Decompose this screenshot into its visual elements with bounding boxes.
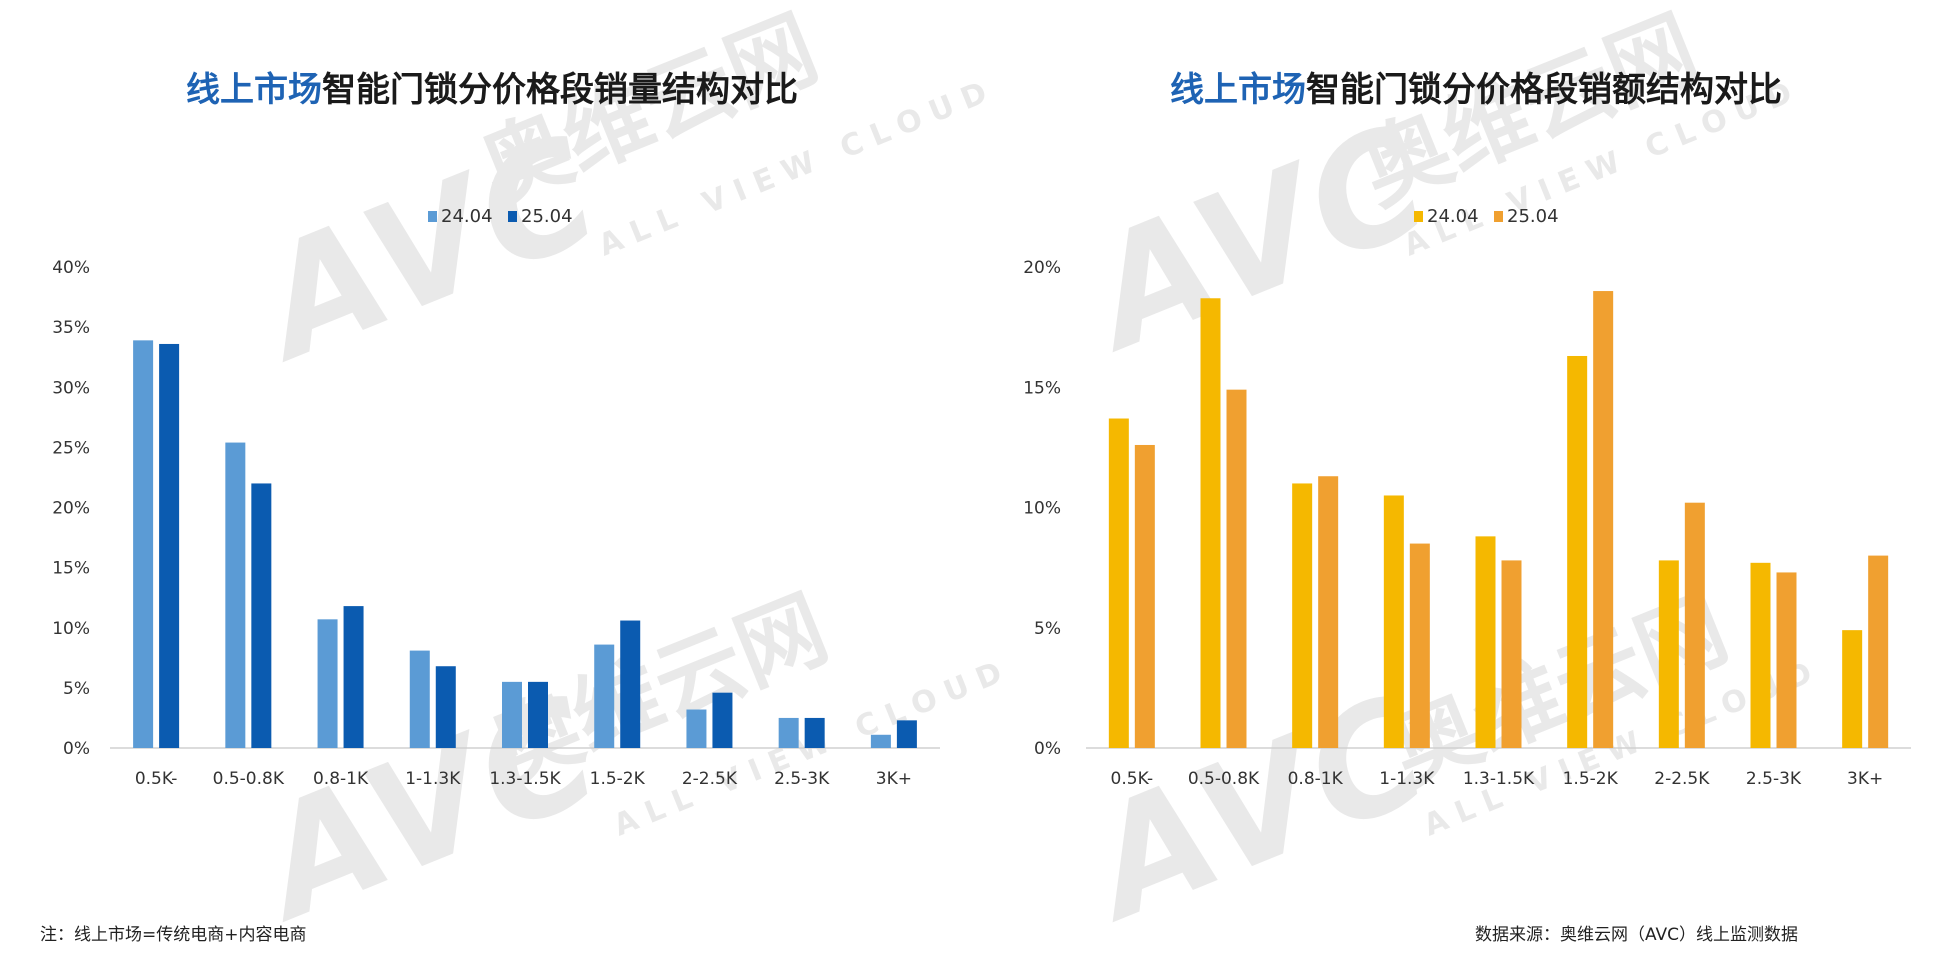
bar-25-04 [1593, 291, 1614, 748]
bar-24-04 [1108, 418, 1129, 748]
x-tick-label: 0.5-0.8K [1188, 769, 1260, 789]
x-tick-label: 1.5-2K [590, 769, 646, 789]
chart-title-rest: 智能门锁分价格段销额结构对比 [1306, 70, 1782, 110]
bar-25-04 [1868, 555, 1889, 748]
bar-24-04 [686, 709, 707, 748]
x-tick-label: 3K+ [876, 769, 912, 789]
sales-bar-chart: 0% 5% 10% 15% 20% 0.5K- 0.5-0.8K 0.8-1K 1-1.3K 1.… [1023, 206, 1911, 789]
bar-25-04 [896, 720, 917, 748]
chart-title-highlight: 线上市场 [1170, 70, 1306, 110]
legend-label-25-04: 25.04 [521, 206, 573, 227]
y-tick-label: 5% [1034, 619, 1061, 639]
bar-25-04 [712, 692, 733, 748]
bar-24-04 [317, 619, 338, 748]
x-tick-label: 2-2.5K [1654, 769, 1710, 789]
volume-bar-chart: 0% 5% 10% 15% 20% 25% 30% 35% 40% 0.5K- 0.5-0.8K 0.… [52, 206, 940, 789]
x-tick-label: 1-1.3K [1379, 769, 1435, 789]
bar-25-04 [620, 620, 641, 748]
bar-25-04 [1134, 444, 1155, 748]
x-tick-label: 1-1.3K [405, 769, 461, 789]
bar-24-04 [1200, 298, 1221, 748]
bar-25-04 [804, 717, 825, 748]
bar-25-04 [435, 666, 456, 748]
bar-24-04 [225, 442, 246, 748]
bar-24-04 [133, 340, 154, 748]
x-tick-label: 0.5K- [1111, 769, 1154, 789]
legend-label-25-04: 25.04 [1507, 206, 1559, 227]
bar-25-04 [1684, 502, 1705, 748]
x-tick-label: 0.5K- [135, 769, 178, 789]
legend-swatch-24-04 [1414, 211, 1423, 222]
y-tick-label: 0% [63, 739, 90, 759]
bar-24-04 [502, 681, 522, 748]
y-tick-label: 35% [52, 318, 90, 338]
bar-24-04 [1383, 495, 1404, 748]
chart-title-volume: 线上市场智能门锁分价格段销量结构对比 [186, 62, 798, 111]
bar-24-04 [594, 644, 615, 748]
x-tick-label: 0.8-1K [313, 769, 369, 789]
x-tick-label: 1.3-1.5K [1463, 769, 1535, 789]
bar-24-04 [778, 717, 799, 748]
x-tick-label: 0.5-0.8K [213, 769, 285, 789]
x-tick-label: 2.5-3K [1746, 769, 1802, 789]
chart-title-highlight: 线上市场 [186, 70, 322, 110]
y-tick-label: 20% [1023, 258, 1061, 278]
bar-25-04 [1409, 543, 1430, 748]
bar-24-04 [1475, 536, 1496, 748]
x-tick-label: 0.8-1K [1288, 769, 1344, 789]
y-tick-label: 40% [52, 258, 90, 278]
y-tick-label: 20% [52, 499, 90, 519]
x-tick-label: 2.5-3K [774, 769, 830, 789]
y-tick-label: 30% [52, 378, 90, 398]
bar-24-04 [1658, 560, 1679, 748]
chart-title-sales: 线上市场智能门锁分价格段销额结构对比 [1170, 62, 1782, 111]
data-source: 数据来源：奥维云网（AVC）线上监测数据 [1475, 925, 1799, 945]
bar-24-04 [409, 650, 430, 748]
legend-swatch-25-04 [1494, 211, 1503, 222]
y-tick-label: 15% [52, 559, 90, 579]
bar-25-04 [1776, 572, 1797, 748]
bar-25-04 [159, 343, 180, 748]
bar-24-04 [1292, 483, 1313, 748]
bar-25-04 [251, 483, 272, 748]
x-tick-label: 2-2.5K [682, 769, 738, 789]
bar-25-04 [1318, 476, 1339, 748]
y-tick-label: 10% [52, 619, 90, 639]
y-tick-label: 10% [1023, 499, 1061, 519]
bar-25-04 [343, 606, 364, 748]
legend-swatch-24-04 [428, 211, 437, 222]
x-tick-label: 1.5-2K [1563, 769, 1619, 789]
bar-24-04 [1842, 630, 1863, 748]
legend-label-24-04: 24.04 [1427, 206, 1479, 227]
bar-24-04 [1750, 562, 1771, 748]
x-tick-label: 1.3-1.5K [489, 769, 561, 789]
x-tick-label: 3K+ [1847, 769, 1883, 789]
bar-24-04 [1567, 355, 1588, 748]
legend-label-24-04: 24.04 [441, 206, 493, 227]
chart-title-rest: 智能门锁分价格段销量结构对比 [322, 70, 798, 110]
bar-25-04 [1501, 560, 1522, 748]
y-tick-label: 25% [52, 438, 90, 458]
bar-25-04 [528, 681, 548, 748]
y-tick-label: 15% [1023, 378, 1061, 398]
y-tick-label: 0% [1034, 739, 1061, 759]
footnote: 注：线上市场=传统电商+内容电商 [40, 925, 307, 945]
bar-24-04 [870, 734, 891, 748]
y-tick-label: 5% [63, 679, 90, 699]
legend-swatch-25-04 [508, 211, 517, 222]
bar-25-04 [1226, 389, 1247, 748]
